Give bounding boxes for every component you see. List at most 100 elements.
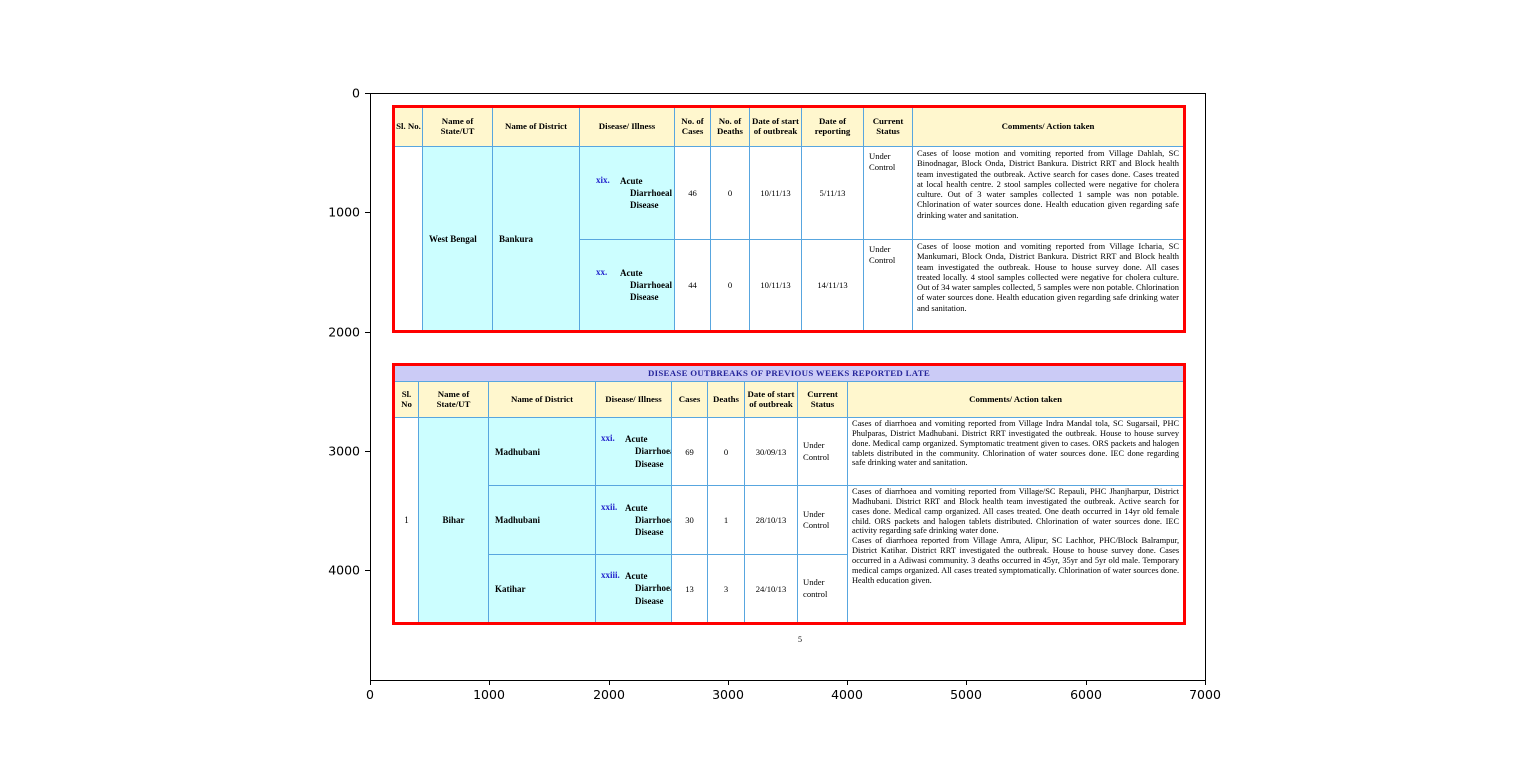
col-header-sl-no: Sl. No: [393, 381, 419, 418]
col-header-deaths: No. of Deaths: [710, 106, 750, 147]
page-number: 5: [798, 635, 802, 644]
x-axis-tick-label: 4000: [831, 687, 863, 702]
x-axis-tick-label: 1000: [473, 687, 505, 702]
disease-roman-numeral: xxiii.: [601, 570, 620, 581]
status-cell: Under control: [797, 554, 848, 624]
status-cell: Under Control: [863, 239, 913, 332]
cases-cell: 69: [671, 417, 708, 486]
disease-cell: xix. Acute Diarrhoeal Disease: [579, 146, 675, 240]
deaths-cell: 3: [707, 554, 745, 624]
state-cell: Bihar: [418, 417, 489, 624]
x-axis-tick-label: 5000: [950, 687, 982, 702]
district-cell: Madhubani: [488, 417, 596, 486]
x-axis-tick-mark: [370, 681, 371, 685]
x-axis-tick-mark: [1086, 681, 1087, 685]
date-start-cell: 10/11/13: [749, 146, 802, 240]
disease-roman-numeral: xx.: [596, 266, 608, 277]
col-header-status: Current Status: [797, 381, 848, 418]
col-header-comments: Comments/ Action taken: [912, 106, 1185, 147]
table-header-row: Sl. No Name of State/UT Name of District…: [393, 381, 1186, 418]
col-header-deaths: Deaths: [707, 381, 745, 418]
plot-area: Sl. No. Name of State/UT Name of Distric…: [370, 93, 1206, 681]
y-axis-tick-label: 1000: [328, 204, 360, 220]
comment-paragraph: Cases of diarrhoea and vomiting reported…: [852, 487, 1180, 536]
date-start-cell: 28/10/13: [744, 485, 798, 555]
disease-entry: xx. Acute Diarrhoeal Disease: [581, 266, 674, 303]
x-axis-tick-label: 2000: [593, 687, 625, 702]
x-axis-tick-mark: [847, 681, 848, 685]
col-header-date-start: Date of start of outbreak: [749, 106, 802, 147]
status-cell: Under Control: [797, 485, 848, 555]
y-axis-tick-mark: [365, 570, 370, 571]
comments-cell: Cases of diarrhoea and vomiting reported…: [846, 417, 1186, 486]
x-axis-tick-mark: [966, 681, 967, 685]
table-title: DISEASE OUTBREAKS OF PREVIOUS WEEKS REPO…: [392, 364, 1186, 382]
y-axis-tick-label: 0: [352, 85, 360, 101]
table-row: xx. Acute Diarrhoeal Disease 44 0 10/11/…: [394, 239, 1185, 332]
deaths-cell: 0: [710, 146, 750, 240]
col-header-cases: Cases: [671, 381, 708, 418]
cases-cell: 44: [674, 239, 711, 332]
disease-cell: xx. Acute Diarrhoeal Disease: [579, 239, 675, 332]
col-header-date-reporting: Date of reporting: [801, 106, 864, 147]
table-row: West Bengal Bankura xix. Acute Diarrhoea…: [393, 146, 1185, 332]
disease-name: Acute Diarrhoeal Disease: [625, 571, 671, 606]
state-cell: West Bengal: [422, 146, 493, 332]
cases-cell: 46: [674, 146, 711, 240]
col-header-date-start: Date of start of outbreak: [744, 381, 798, 418]
col-header-district: Name of District: [488, 381, 596, 418]
date-start-cell: 10/11/13: [749, 239, 802, 332]
table-title-row: DISEASE OUTBREAKS OF PREVIOUS WEEKS REPO…: [392, 364, 1186, 382]
date-start-cell: 24/10/13: [744, 554, 798, 624]
deaths-cell: 1: [707, 485, 745, 555]
x-axis-tick-label: 6000: [1070, 687, 1102, 702]
district-cell: Katihar: [488, 554, 596, 624]
comments-cell: Cases of loose motion and vomiting repor…: [912, 239, 1185, 332]
disease-entry: xix. Acute Diarrhoeal Disease: [581, 174, 674, 211]
disease-entry: xxi. Acute Diarrhoeal Disease: [597, 433, 671, 469]
deaths-cell: 0: [710, 239, 750, 332]
cases-cell: 13: [671, 554, 708, 624]
col-header-disease: Disease/ Illness: [595, 381, 672, 418]
disease-roman-numeral: xxii.: [601, 501, 618, 512]
col-header-state: Name of State/UT: [422, 106, 493, 147]
y-axis-tick-mark: [365, 93, 370, 94]
district-cell: Madhubani: [488, 485, 596, 555]
date-reporting-cell: 14/11/13: [801, 239, 864, 332]
disease-cell: xxi. Acute Diarrhoeal Disease: [595, 417, 672, 486]
disease-roman-numeral: xxi.: [601, 433, 615, 444]
status-cell: Under Control: [797, 417, 848, 486]
y-axis-tick-label: 4000: [328, 562, 360, 578]
table-row: 1 Bihar Madhubani xxi. Acute Diarrhoeal …: [393, 417, 1186, 624]
disease-name: Acute Diarrhoeal Disease: [625, 434, 671, 469]
x-axis-tick-label: 3000: [712, 687, 744, 702]
col-header-district: Name of District: [492, 106, 580, 147]
x-axis-tick-mark: [728, 681, 729, 685]
x-axis-tick-label: 7000: [1189, 687, 1221, 702]
col-header-sl-no: Sl. No.: [393, 106, 423, 147]
table-header-row: Sl. No. Name of State/UT Name of Distric…: [393, 106, 1185, 147]
deaths-cell: 0: [707, 417, 745, 486]
x-axis-tick-mark: [1205, 681, 1206, 685]
y-axis-tick-mark: [365, 212, 370, 213]
sl-no-cell: 1: [393, 417, 419, 624]
table-row: Madhubani xxii. Acute Diarrhoeal Disease…: [394, 485, 1186, 624]
col-header-comments: Comments/ Action taken: [846, 381, 1186, 418]
disease-roman-numeral: xix.: [596, 174, 610, 185]
cases-cell: 30: [671, 485, 708, 555]
date-reporting-cell: 5/11/13: [801, 146, 864, 240]
disease-name: Acute Diarrhoeal Disease: [625, 502, 671, 538]
comment-paragraph: Cases of diarrhoea reported from Village…: [852, 536, 1180, 585]
x-axis-tick-label: 0: [366, 687, 374, 702]
x-axis-tick-mark: [489, 681, 490, 685]
col-header-status: Current Status: [863, 106, 913, 147]
table-row: Katihar xxiii. Acute Diarrhoeal Disease …: [394, 554, 1185, 624]
x-axis-tick-mark: [609, 681, 610, 685]
disease-entry: xxii. Acute Diarrhoeal Disease: [597, 501, 671, 538]
disease-name: Acute Diarrhoeal Disease: [620, 267, 672, 303]
col-header-disease: Disease/ Illness: [579, 106, 675, 147]
disease-entry: xxiii. Acute Diarrhoeal Disease: [597, 570, 671, 606]
outbreak-table-current-week: Sl. No. Name of State/UT Name of Distric…: [392, 105, 1186, 333]
y-axis-tick-label: 3000: [328, 443, 360, 459]
disease-cell: xxii. Acute Diarrhoeal Disease: [595, 485, 672, 555]
